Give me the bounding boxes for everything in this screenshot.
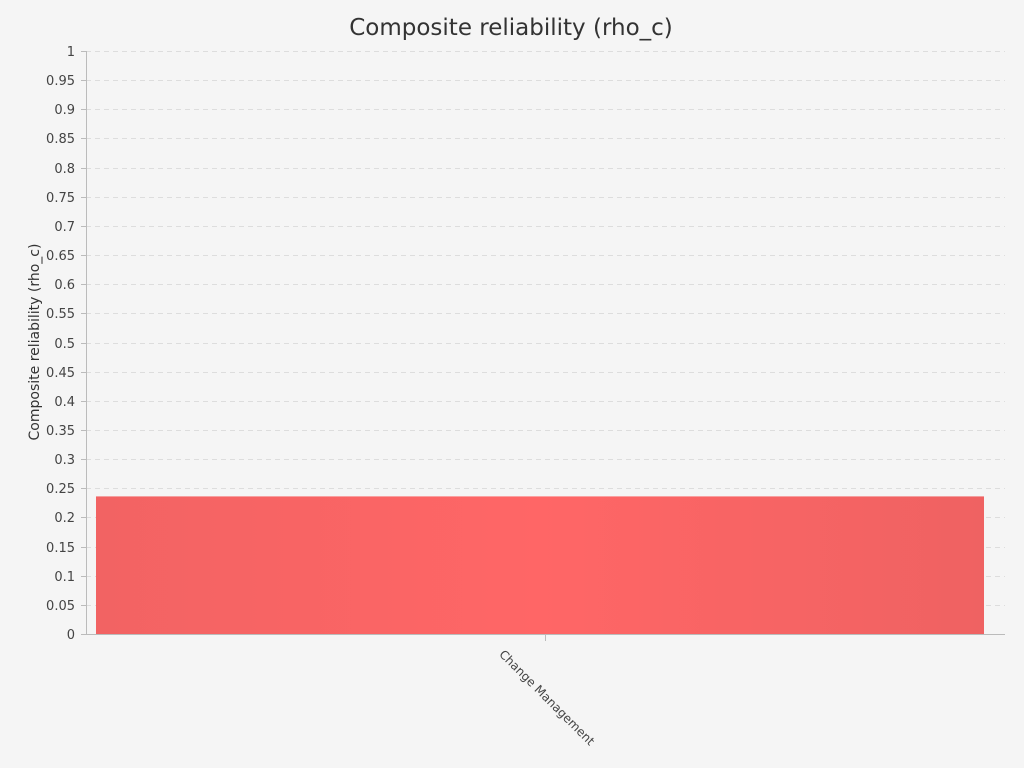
y-axis-label: Composite reliability (rho_c) (27, 244, 43, 441)
y-tick-label: 1 (67, 45, 75, 60)
y-tick-label: 0.95 (46, 74, 75, 89)
y-tick-label: 0.3 (54, 453, 75, 468)
y-tick-label: 0.6 (54, 278, 75, 293)
y-tick-label: 0.8 (54, 162, 75, 177)
y-tick-label: 0.45 (46, 366, 75, 381)
x-axis-ticks: Change Management (496, 634, 598, 748)
y-tick-label: 0.05 (46, 599, 75, 614)
bar (96, 496, 984, 634)
y-tick-label: 0 (67, 628, 75, 643)
y-tick-label: 0.35 (46, 424, 75, 439)
y-tick-label: 0.15 (46, 541, 75, 556)
bars (96, 496, 984, 634)
y-tick-label: 0.2 (54, 511, 75, 526)
y-tick-label: 0.4 (54, 395, 75, 410)
gridlines (86, 51, 1005, 606)
y-tick-label: 0.55 (46, 307, 75, 322)
x-tick-label: Change Management (496, 647, 597, 748)
chart-title: Composite reliability (rho_c) (349, 15, 673, 41)
y-tick-label: 0.65 (46, 249, 75, 264)
y-tick-label: 0.1 (54, 570, 75, 585)
y-tick-label: 0.5 (54, 337, 75, 352)
y-tick-label: 0.85 (46, 132, 75, 147)
y-tick-label: 0.75 (46, 191, 75, 206)
y-axis-ticks: 0 0.05 0.1 0.15 0.2 0.25 0.3 0.35 0.4 0.45 0.5 0.55… (46, 45, 86, 643)
y-tick-label: 0.9 (54, 103, 75, 118)
y-tick-label: 0.7 (54, 220, 75, 235)
y-tick-label: 0.25 (46, 482, 75, 497)
